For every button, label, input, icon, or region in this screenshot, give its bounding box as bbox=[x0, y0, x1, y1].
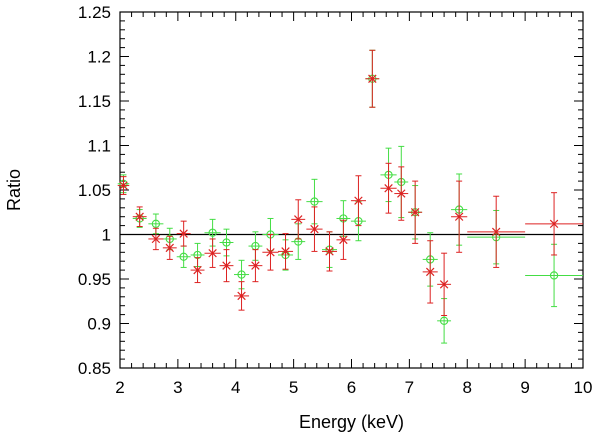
cross-marker-b bbox=[410, 208, 420, 217]
circle-marker bbox=[439, 316, 449, 325]
red-crosses-point bbox=[394, 166, 409, 221]
cross-marker-b bbox=[119, 181, 128, 190]
red-crosses-point bbox=[248, 249, 263, 283]
y-tick-label: 1 bbox=[102, 226, 111, 245]
cross-marker-b bbox=[454, 212, 464, 221]
cross-marker-b bbox=[237, 291, 246, 301]
red-crosses-point bbox=[467, 195, 526, 268]
cross-marker-b bbox=[251, 261, 260, 270]
red-crosses-point bbox=[306, 206, 323, 252]
circle-marker bbox=[549, 271, 559, 280]
circle-marker bbox=[310, 197, 319, 206]
y-tick-label: 0.85 bbox=[78, 359, 111, 378]
red-crosses-point bbox=[262, 234, 279, 271]
red-crosses-point bbox=[408, 180, 423, 244]
red-crosses-point bbox=[451, 180, 468, 253]
cross-marker-b bbox=[193, 265, 202, 275]
cross-marker-b bbox=[310, 224, 319, 234]
cross-marker-b bbox=[222, 261, 231, 270]
y-tick-label: 1.2 bbox=[87, 48, 111, 67]
cross-marker-b bbox=[384, 183, 393, 193]
cross-marker-b bbox=[325, 247, 334, 256]
x-tick-label: 4 bbox=[231, 378, 240, 397]
x-axis-title: Energy (keV) bbox=[299, 412, 404, 432]
red-crosses-point bbox=[148, 227, 164, 251]
x-tick-label: 9 bbox=[520, 378, 529, 397]
cross-marker-b bbox=[491, 227, 501, 237]
cross-marker-b bbox=[294, 215, 303, 224]
circle-marker bbox=[222, 238, 231, 247]
y-tick-label: 1.1 bbox=[87, 137, 111, 156]
x-tick-label: 7 bbox=[405, 378, 414, 397]
cross-marker-b bbox=[425, 267, 435, 277]
red-crosses-point bbox=[176, 220, 191, 247]
red-crosses-point bbox=[437, 252, 452, 316]
red-crosses-point bbox=[234, 281, 250, 311]
red-crosses-point bbox=[321, 231, 338, 272]
red-crosses-point bbox=[219, 249, 234, 283]
series-red-crosses bbox=[117, 49, 583, 316]
cross-marker-b bbox=[151, 234, 161, 244]
red-crosses-point bbox=[336, 219, 351, 260]
red-crosses-point bbox=[204, 238, 221, 268]
green-circles-point bbox=[176, 245, 191, 268]
red-crosses-point bbox=[132, 206, 147, 227]
cross-marker-b bbox=[368, 74, 377, 83]
red-crosses-point bbox=[117, 176, 130, 195]
cross-marker-b bbox=[266, 248, 275, 257]
x-tick-label: 8 bbox=[463, 378, 472, 397]
x-tick-label: 2 bbox=[115, 378, 124, 397]
y-tick-label: 0.95 bbox=[78, 270, 111, 289]
circle-marker bbox=[179, 252, 188, 261]
plot-frame bbox=[119, 11, 584, 369]
x-tick-label: 3 bbox=[173, 378, 182, 397]
series-green-circles bbox=[117, 49, 583, 344]
cross-marker-b bbox=[135, 212, 144, 221]
red-crosses-point bbox=[350, 175, 366, 227]
x-tick-label: 10 bbox=[574, 378, 593, 397]
x-tick-label: 6 bbox=[347, 378, 356, 397]
circle-marker bbox=[151, 219, 161, 228]
red-crosses-point bbox=[190, 257, 205, 284]
red-crosses-point bbox=[525, 192, 583, 256]
cross-marker-b bbox=[354, 196, 363, 205]
red-crosses-point bbox=[365, 49, 380, 108]
y-tick-labels: 0.85 0.9 0.95 1 1.05 1.1 1.15 1.2 1.25 bbox=[78, 3, 111, 378]
red-crosses-point bbox=[422, 240, 438, 304]
red-crosses-point bbox=[162, 235, 177, 260]
data-series bbox=[117, 49, 583, 344]
circle-marker bbox=[237, 270, 246, 279]
cross-marker-b bbox=[397, 189, 406, 198]
cross-marker-b bbox=[281, 247, 290, 256]
cross-marker-b bbox=[549, 219, 559, 229]
green-circles-point bbox=[148, 213, 164, 235]
y-tick-label: 0.9 bbox=[87, 315, 111, 334]
y-axis-title: Ratio bbox=[4, 169, 24, 211]
red-crosses-point bbox=[291, 199, 306, 240]
axis-ticks bbox=[119, 11, 584, 369]
x-tick-label: 5 bbox=[289, 378, 298, 397]
y-tick-label: 1.25 bbox=[78, 3, 111, 22]
x-tick-labels: 2 3 4 5 6 7 8 9 10 bbox=[115, 378, 592, 397]
cross-marker-b bbox=[165, 243, 174, 253]
cross-marker-b bbox=[339, 235, 348, 245]
cross-marker-b bbox=[208, 248, 217, 258]
red-crosses-point bbox=[380, 162, 397, 214]
circle-marker bbox=[208, 228, 217, 237]
y-tick-label: 1.05 bbox=[78, 181, 111, 200]
cross-marker-b bbox=[179, 229, 188, 238]
cross-marker-b bbox=[439, 280, 449, 289]
y-tick-label: 1.15 bbox=[78, 92, 111, 111]
red-crosses-point bbox=[277, 233, 294, 270]
